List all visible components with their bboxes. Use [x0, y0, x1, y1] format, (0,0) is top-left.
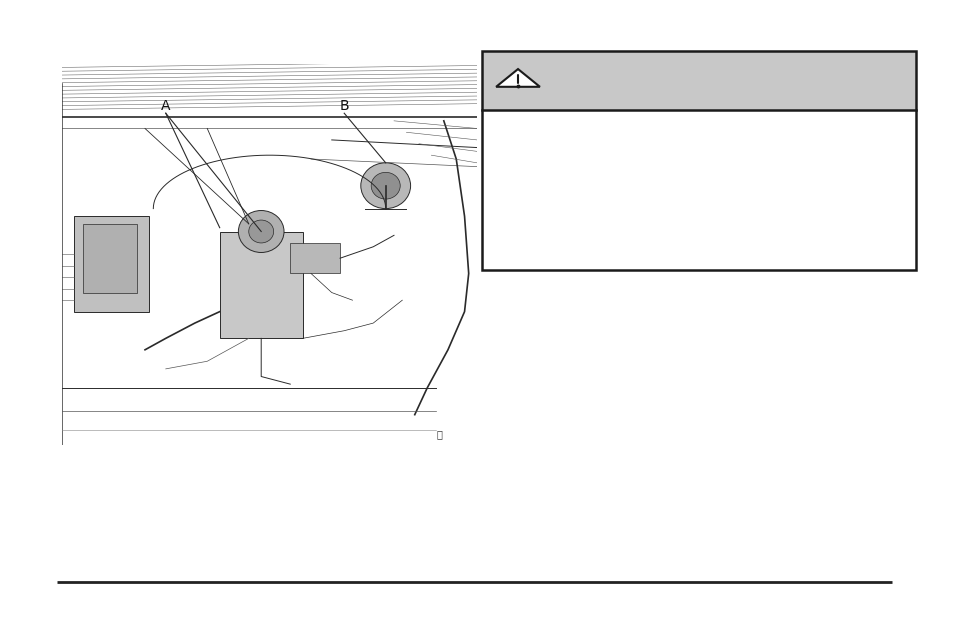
Text: A: A: [161, 99, 171, 113]
Circle shape: [371, 172, 400, 199]
Bar: [290, 243, 339, 273]
Bar: [83, 224, 136, 293]
Bar: [219, 232, 302, 338]
Circle shape: [249, 220, 274, 243]
Text: B: B: [339, 99, 349, 113]
Circle shape: [238, 211, 284, 252]
Polygon shape: [496, 69, 539, 86]
Text: ⓘ: ⓘ: [436, 429, 442, 439]
Bar: [481, 51, 915, 270]
Bar: [481, 51, 915, 270]
Bar: [481, 51, 915, 110]
Bar: [74, 216, 149, 312]
Circle shape: [360, 163, 410, 209]
